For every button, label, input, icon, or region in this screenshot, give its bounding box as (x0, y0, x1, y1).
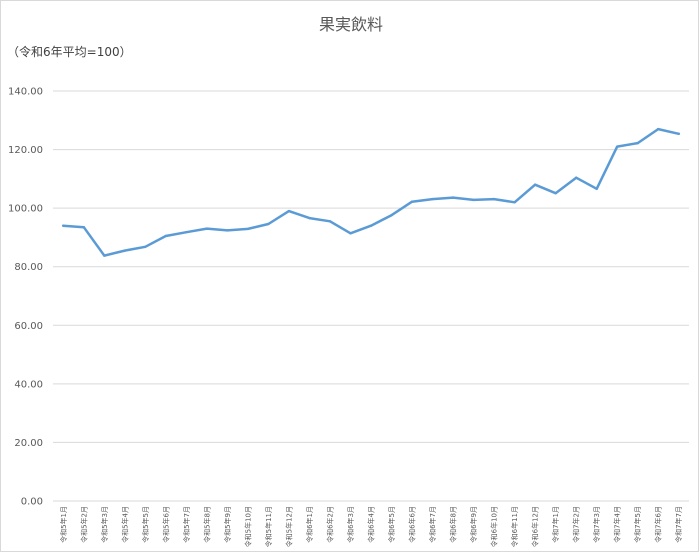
data-point (595, 187, 598, 191)
data-point (185, 230, 188, 234)
data-point (226, 229, 229, 232)
y-tick-label: 100.00 (8, 204, 43, 215)
data-point (451, 196, 455, 199)
x-tick-label: 令和6年7月 (428, 506, 437, 543)
x-tick-label: 令和5年1月 (59, 506, 68, 543)
y-tick-label: 60.00 (14, 321, 43, 332)
data-point (164, 234, 168, 238)
data-point (574, 176, 578, 179)
x-tick-label: 令和6年9月 (469, 506, 478, 543)
x-tick-label: 令和7年6月 (654, 506, 663, 543)
x-tick-label: 令和5年3月 (100, 506, 109, 543)
data-point (246, 227, 250, 231)
x-tick-label: 令和6年12月 (531, 506, 540, 547)
x-tick-label: 令和7年1月 (551, 506, 560, 543)
data-point (62, 224, 65, 227)
data-point (533, 183, 537, 186)
x-tick-label: 令和7年3月 (592, 506, 601, 543)
x-tick-label: 令和5年4月 (120, 506, 129, 543)
y-axis-ticks: 0.00 20.00 40.00 60.00 80.00 100.00 120.00 140.… (8, 87, 43, 508)
x-tick-label: 令和6年6月 (408, 506, 417, 543)
x-tick-label: 令和6年5月 (387, 506, 396, 543)
data-point (287, 209, 291, 213)
data-point (677, 132, 680, 135)
y-tick-label: 120.00 (8, 145, 43, 156)
x-tick-label: 令和5年6月 (161, 506, 170, 543)
x-tick-label: 令和6年3月 (346, 506, 355, 543)
data-point (410, 200, 414, 203)
data-point (369, 224, 373, 227)
x-tick-label: 令和5年7月 (182, 506, 191, 543)
x-axis-ticks: 令和5年1月 令和5年2月 令和5年3月 令和5年4月 令和5年5月 令和5年6月 令和5年… (59, 506, 683, 547)
x-tick-label: 令和5年12月 (284, 506, 293, 547)
x-tick-label: 令和6年4月 (367, 506, 376, 543)
data-point (267, 222, 270, 226)
data-point (615, 145, 619, 148)
series-line (62, 127, 680, 257)
x-tick-label: 令和6年8月 (449, 506, 458, 543)
x-tick-label: 令和5年10月 (243, 506, 252, 547)
x-tick-label: 令和5年11月 (264, 506, 273, 547)
chart-title: 果実飲料 (319, 15, 383, 34)
x-tick-label: 令和6年10月 (490, 506, 499, 547)
x-tick-label: 令和6年11月 (510, 506, 519, 547)
x-tick-label: 令和6年1月 (305, 506, 314, 543)
data-point (431, 197, 434, 201)
x-tick-label: 令和7年4月 (613, 506, 622, 543)
series-layer (62, 127, 680, 257)
x-tick-label: 令和5年5月 (141, 506, 150, 543)
unit-note: （令和6年平均=100） (7, 44, 132, 59)
data-point (636, 141, 639, 145)
x-tick-label: 令和5年9月 (223, 506, 232, 543)
data-point (472, 198, 475, 202)
y-tick-label: 20.00 (14, 438, 43, 449)
data-point (308, 216, 311, 220)
x-tick-label: 令和7年5月 (633, 506, 642, 543)
y-tick-label: 40.00 (14, 379, 43, 390)
x-tick-label: 令和7年7月 (674, 506, 683, 543)
data-point (328, 220, 332, 223)
data-point (554, 192, 557, 195)
data-point (657, 127, 660, 131)
data-point (123, 249, 127, 252)
y-tick-label: 80.00 (14, 262, 43, 273)
data-point (144, 245, 147, 248)
data-point (492, 197, 496, 201)
x-tick-label: 令和5年8月 (202, 506, 211, 543)
data-point (82, 225, 85, 229)
data-point (513, 201, 516, 204)
x-tick-label: 令和5年2月 (79, 506, 88, 543)
data-point (349, 232, 352, 235)
x-tick-label: 令和7年2月 (572, 506, 581, 543)
y-tick-label: 140.00 (8, 87, 43, 98)
data-point (103, 254, 106, 257)
gridlines (53, 90, 689, 502)
data-point (205, 227, 209, 230)
data-point (390, 213, 393, 217)
y-tick-label: 0.00 (21, 497, 43, 508)
x-tick-label: 令和6年2月 (325, 506, 334, 543)
